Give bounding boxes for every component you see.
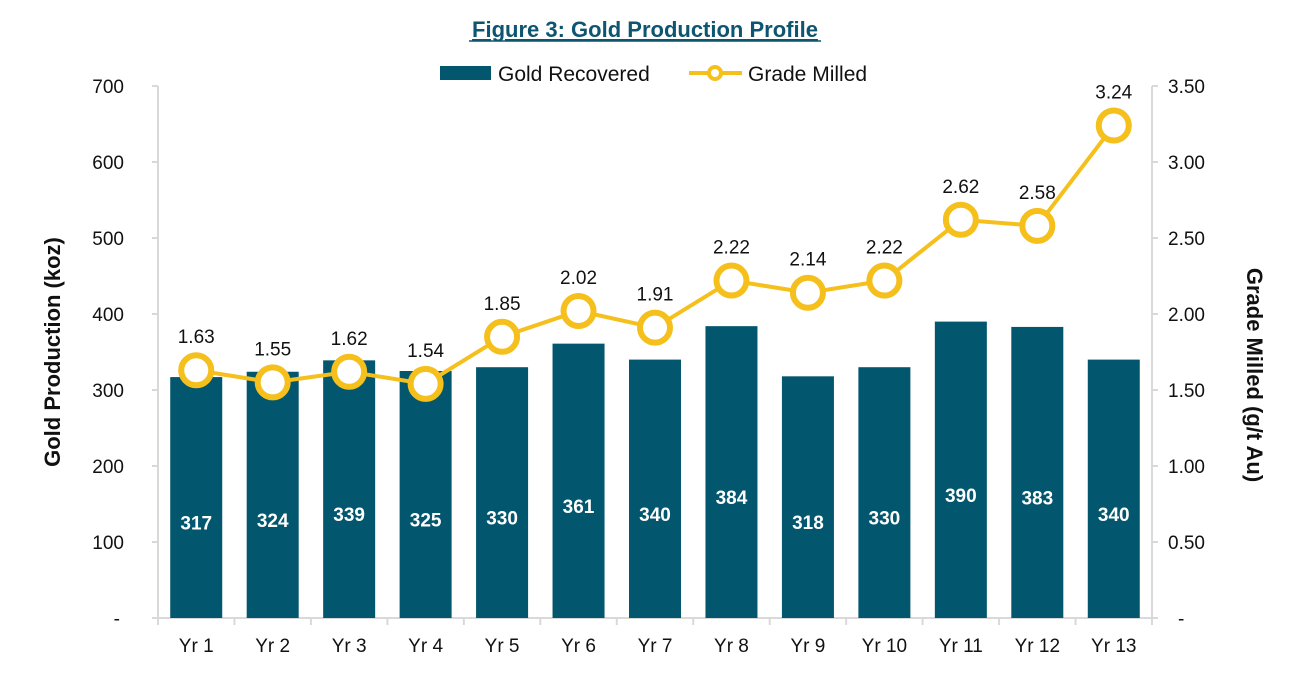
line-data-label: 1.91 bbox=[637, 285, 674, 306]
marker-grade-milled bbox=[637, 309, 673, 346]
y-tick-label-left: 300 bbox=[92, 381, 124, 402]
line-data-label: 1.55 bbox=[254, 339, 291, 360]
bar-data-label: 340 bbox=[1098, 505, 1130, 526]
bar-data-label: 340 bbox=[639, 505, 671, 526]
x-tick-label: Yr 1 bbox=[179, 636, 214, 657]
legend-swatch-gold-recovered bbox=[440, 66, 491, 80]
y-tick-label-left: - bbox=[114, 609, 120, 630]
x-tick-label: Yr 12 bbox=[1015, 636, 1060, 657]
legend-marker-grade-milled bbox=[707, 65, 723, 81]
y-tick-label-right: 1.00 bbox=[1168, 457, 1205, 478]
line-data-label: 2.02 bbox=[560, 268, 597, 289]
y-axis-left-title: Gold Production (koz) bbox=[40, 237, 65, 467]
marker-grade-milled bbox=[1095, 107, 1132, 144]
y-tick-label-right: 2.50 bbox=[1168, 229, 1205, 250]
legend-label-gold-recovered: Gold Recovered bbox=[498, 63, 650, 86]
bar-data-label: 383 bbox=[1021, 488, 1053, 509]
line-data-label: 2.58 bbox=[1019, 183, 1056, 204]
marker-grade-milled bbox=[560, 292, 597, 329]
x-tick-label: Yr 9 bbox=[790, 636, 825, 657]
bar-data-label: 361 bbox=[563, 497, 595, 518]
marker-grade-milled bbox=[407, 365, 444, 402]
x-tick-label: Yr 11 bbox=[939, 636, 983, 657]
x-tick-label: Yr 7 bbox=[638, 636, 673, 657]
bar-gold-recovered bbox=[1087, 359, 1140, 618]
y-tick-label-left: 600 bbox=[92, 153, 124, 174]
y-tick-label-right: 2.00 bbox=[1168, 305, 1205, 326]
y-tick-label-right: 1.50 bbox=[1168, 381, 1205, 402]
line-data-label: 2.22 bbox=[713, 238, 750, 259]
marker-grade-milled bbox=[1019, 207, 1056, 244]
line-data-label: 2.62 bbox=[942, 177, 979, 198]
bar-gold-recovered bbox=[1011, 326, 1064, 618]
y-tick-label-left: 700 bbox=[92, 77, 124, 98]
legend-label-grade-milled: Grade Milled bbox=[748, 63, 867, 86]
line-data-label: 2.14 bbox=[789, 250, 826, 271]
y-axis-right-title: Grade Milled (g/t Au) bbox=[1242, 268, 1267, 482]
bar-data-label: 317 bbox=[180, 514, 212, 535]
marker-grade-milled bbox=[331, 353, 368, 390]
x-tick-label: Yr 6 bbox=[561, 636, 596, 657]
y-tick-label-left: 200 bbox=[92, 457, 124, 478]
bar-gold-recovered bbox=[858, 367, 911, 618]
bar-gold-recovered bbox=[705, 326, 758, 618]
marker-grade-milled bbox=[484, 318, 521, 355]
bar-gold-recovered bbox=[552, 343, 605, 618]
y-tick-label-left: 100 bbox=[92, 533, 124, 554]
x-tick-label: Yr 10 bbox=[862, 636, 907, 657]
marker-grade-milled bbox=[789, 274, 826, 311]
marker-grade-milled bbox=[942, 201, 979, 238]
bar-data-label: 325 bbox=[410, 511, 442, 532]
y-tick-label-right: - bbox=[1178, 609, 1184, 630]
marker-grade-milled bbox=[254, 364, 291, 401]
marker-grade-milled bbox=[178, 352, 215, 389]
bar-data-label: 330 bbox=[869, 509, 901, 530]
bar-gold-recovered bbox=[781, 376, 834, 618]
y-tick-label-right: 3.00 bbox=[1168, 153, 1205, 174]
y-tick-label-left: 400 bbox=[92, 305, 124, 326]
bar-data-label: 339 bbox=[333, 505, 365, 526]
x-tick-label: Yr 2 bbox=[255, 636, 290, 657]
x-tick-label: Yr 4 bbox=[408, 636, 443, 657]
bar-gold-recovered bbox=[246, 371, 299, 618]
y-tick-label-right: 3.50 bbox=[1168, 77, 1205, 98]
line-data-label: 2.22 bbox=[866, 238, 903, 259]
x-tick-label: Yr 8 bbox=[714, 636, 749, 657]
line-data-label: 1.54 bbox=[407, 341, 444, 362]
bar-gold-recovered bbox=[476, 367, 529, 618]
bar-gold-recovered bbox=[934, 321, 987, 618]
line-data-label: 1.62 bbox=[331, 329, 368, 350]
chart-title: Figure 3: Gold Production Profile bbox=[472, 17, 818, 42]
line-data-label: 1.85 bbox=[484, 294, 521, 315]
marker-grade-milled bbox=[713, 262, 750, 299]
x-tick-label: Yr 5 bbox=[485, 636, 520, 657]
bar-data-label: 390 bbox=[945, 486, 977, 507]
x-tick-label: Yr 3 bbox=[332, 636, 367, 657]
y-tick-label-left: 500 bbox=[92, 229, 124, 250]
x-tick-label: Yr 13 bbox=[1091, 636, 1136, 657]
line-data-label: 1.63 bbox=[178, 327, 215, 348]
y-tick-label-right: 0.50 bbox=[1168, 533, 1205, 554]
bar-data-label: 384 bbox=[716, 488, 748, 509]
bar-gold-recovered bbox=[629, 359, 681, 618]
bar-gold-recovered bbox=[399, 371, 452, 618]
bar-data-label: 330 bbox=[486, 509, 518, 530]
marker-grade-milled bbox=[866, 262, 903, 299]
bar-data-label: 324 bbox=[257, 511, 289, 532]
bar-data-label: 318 bbox=[792, 513, 824, 534]
bar-gold-recovered bbox=[323, 360, 376, 618]
line-data-label: 3.24 bbox=[1095, 83, 1132, 104]
bar-gold-recovered bbox=[170, 377, 223, 618]
